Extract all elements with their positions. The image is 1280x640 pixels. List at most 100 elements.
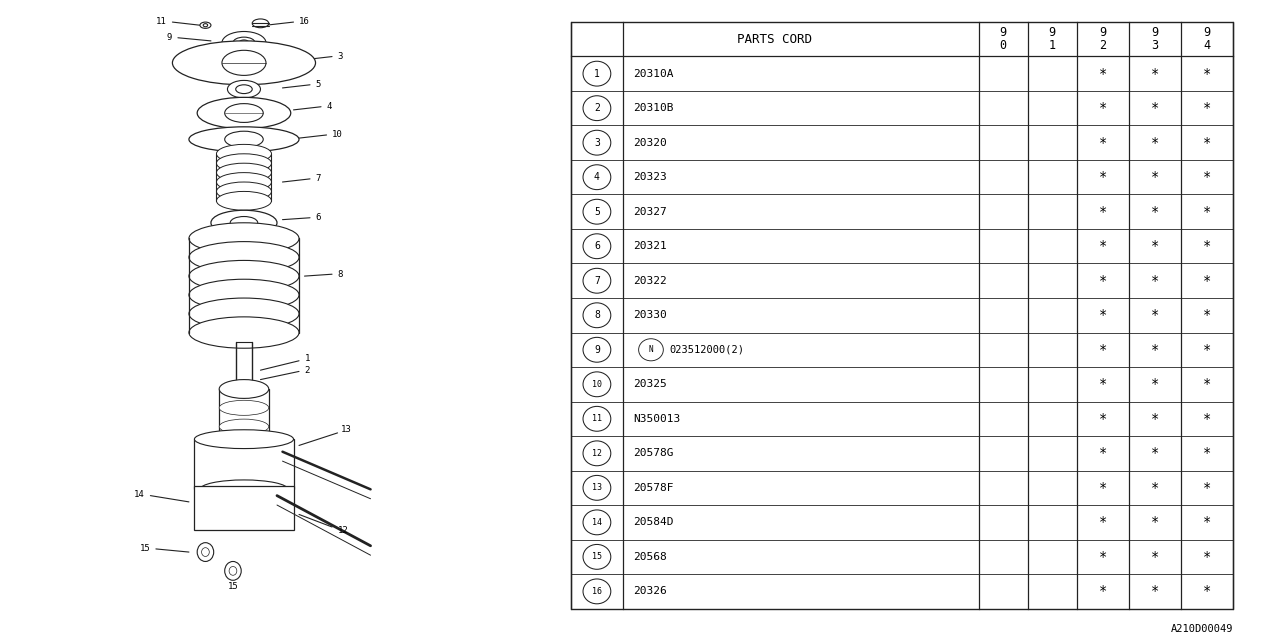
Text: 1: 1 <box>305 355 310 364</box>
Ellipse shape <box>252 19 269 28</box>
Ellipse shape <box>201 548 210 556</box>
Text: 3: 3 <box>1152 39 1158 52</box>
Ellipse shape <box>229 566 237 575</box>
Text: 13: 13 <box>340 425 351 435</box>
Text: *: * <box>1151 308 1160 323</box>
Ellipse shape <box>239 40 248 45</box>
Text: *: * <box>1098 101 1107 115</box>
Text: 023512000(2): 023512000(2) <box>669 345 744 355</box>
Text: 20578F: 20578F <box>634 483 675 493</box>
Ellipse shape <box>211 210 276 236</box>
Text: *: * <box>1151 101 1160 115</box>
Text: 4: 4 <box>594 172 600 182</box>
Text: 7: 7 <box>316 174 321 184</box>
Text: 6: 6 <box>316 213 321 222</box>
Text: *: * <box>1098 412 1107 426</box>
Text: *: * <box>1098 378 1107 391</box>
Ellipse shape <box>189 279 300 310</box>
Ellipse shape <box>228 81 261 98</box>
Text: *: * <box>1098 481 1107 495</box>
Text: 6: 6 <box>594 241 600 252</box>
Text: *: * <box>1098 170 1107 184</box>
Ellipse shape <box>219 400 269 415</box>
Ellipse shape <box>233 37 255 49</box>
Text: *: * <box>1151 412 1160 426</box>
Text: 0: 0 <box>1000 39 1007 52</box>
Text: *: * <box>1203 101 1211 115</box>
Ellipse shape <box>216 182 271 201</box>
Text: *: * <box>1203 481 1211 495</box>
Text: *: * <box>1098 515 1107 529</box>
Text: *: * <box>1151 67 1160 81</box>
Text: 2: 2 <box>1100 39 1106 52</box>
Text: 20584D: 20584D <box>634 517 675 527</box>
Text: *: * <box>1151 136 1160 150</box>
Text: 14: 14 <box>134 490 145 499</box>
Text: *: * <box>1203 412 1211 426</box>
Text: *: * <box>1151 515 1160 529</box>
Ellipse shape <box>219 419 269 434</box>
Ellipse shape <box>216 173 271 191</box>
Text: *: * <box>1203 274 1211 288</box>
Text: 9: 9 <box>166 33 173 42</box>
Text: 20322: 20322 <box>634 276 667 285</box>
Text: 14: 14 <box>591 518 602 527</box>
FancyBboxPatch shape <box>195 439 293 490</box>
Text: 11: 11 <box>591 414 602 423</box>
Text: 8: 8 <box>338 269 343 278</box>
Text: 10: 10 <box>333 131 343 140</box>
Text: 20578G: 20578G <box>634 449 675 458</box>
Ellipse shape <box>189 298 300 330</box>
Ellipse shape <box>189 241 300 273</box>
Ellipse shape <box>189 223 300 254</box>
Text: *: * <box>1098 67 1107 81</box>
Ellipse shape <box>230 216 257 229</box>
Text: 11: 11 <box>156 17 166 26</box>
Text: *: * <box>1151 584 1160 598</box>
Ellipse shape <box>216 191 271 210</box>
Text: N: N <box>649 345 653 355</box>
Text: *: * <box>1151 481 1160 495</box>
Text: *: * <box>1151 343 1160 356</box>
Text: 3: 3 <box>594 138 600 148</box>
Text: 20310A: 20310A <box>634 68 675 79</box>
Ellipse shape <box>221 31 266 54</box>
Text: *: * <box>1203 205 1211 219</box>
Text: 13: 13 <box>591 483 602 492</box>
Text: 9: 9 <box>1048 26 1056 40</box>
Text: *: * <box>1203 378 1211 391</box>
Ellipse shape <box>189 127 300 152</box>
Text: PARTS CORD: PARTS CORD <box>737 33 813 45</box>
Text: 20327: 20327 <box>634 207 667 217</box>
Text: *: * <box>1151 274 1160 288</box>
Ellipse shape <box>225 131 264 147</box>
Text: *: * <box>1098 446 1107 460</box>
Text: 8: 8 <box>594 310 600 320</box>
Text: 2: 2 <box>305 365 310 374</box>
Text: 20330: 20330 <box>634 310 667 320</box>
Text: 9: 9 <box>594 345 600 355</box>
Text: 12: 12 <box>591 449 602 458</box>
Ellipse shape <box>216 154 271 173</box>
Text: 16: 16 <box>591 587 602 596</box>
Text: 4: 4 <box>1203 39 1211 52</box>
Ellipse shape <box>221 51 266 76</box>
Text: 15: 15 <box>140 545 150 554</box>
Text: *: * <box>1203 308 1211 323</box>
Ellipse shape <box>204 24 207 27</box>
Text: *: * <box>1203 515 1211 529</box>
Ellipse shape <box>216 145 271 163</box>
Text: 5: 5 <box>594 207 600 217</box>
Text: 12: 12 <box>338 525 348 534</box>
Text: *: * <box>1098 550 1107 564</box>
Text: 20568: 20568 <box>634 552 667 562</box>
Text: *: * <box>1203 67 1211 81</box>
Text: *: * <box>1098 136 1107 150</box>
Text: 20310B: 20310B <box>634 103 675 113</box>
Text: 20320: 20320 <box>634 138 667 148</box>
Ellipse shape <box>219 449 269 467</box>
Ellipse shape <box>200 480 288 499</box>
Ellipse shape <box>219 438 269 453</box>
Text: *: * <box>1151 378 1160 391</box>
Text: 15: 15 <box>591 552 602 561</box>
